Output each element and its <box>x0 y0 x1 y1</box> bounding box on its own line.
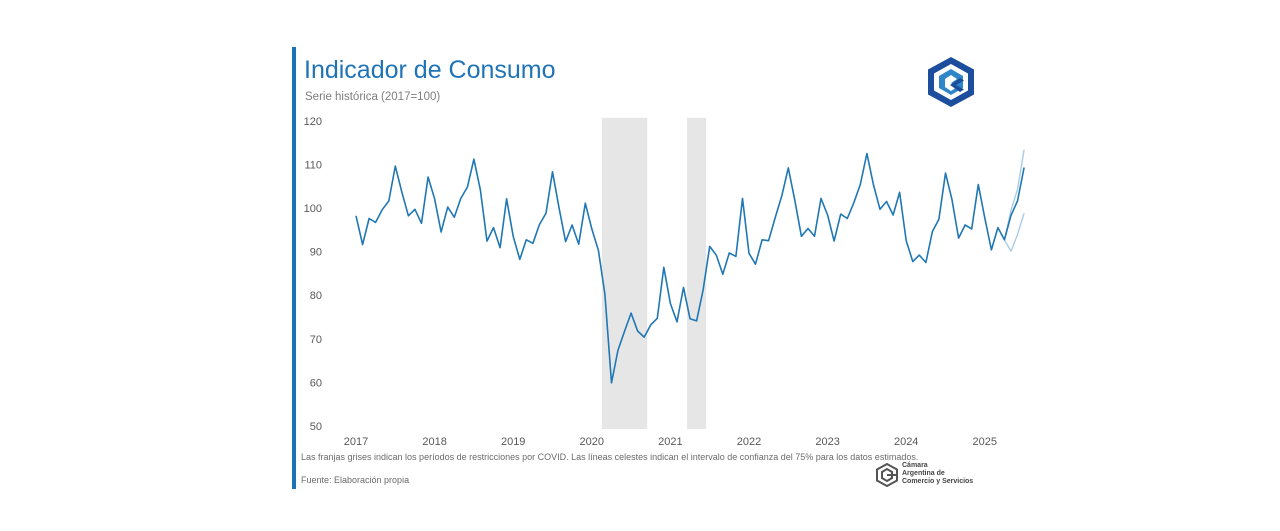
chart-title: Indicador de Consumo <box>304 56 556 84</box>
x-tick-label: 2025 <box>973 436 997 448</box>
x-tick-label: 2019 <box>501 436 525 448</box>
x-tick-label: 2018 <box>422 436 446 448</box>
y-axis: 50 60 70 80 90 100 110 120 <box>304 116 322 433</box>
x-tick-label: 2022 <box>737 436 761 448</box>
covid-period-1 <box>601 117 648 430</box>
y-tick-label: 110 <box>304 159 322 171</box>
x-tick-label: 2017 <box>344 436 368 448</box>
y-tick-label: 80 <box>310 290 322 302</box>
org-name: Cámara Argentina de Comercio y Servicios <box>902 462 973 486</box>
confidence-band-lower-line <box>1003 212 1025 252</box>
x-tick-label: 2021 <box>658 436 682 448</box>
title-accent-bar <box>292 47 296 489</box>
consumption-index-line <box>355 152 1025 384</box>
y-tick-label: 100 <box>304 203 322 215</box>
org-name-line-1: Cámara <box>902 462 928 469</box>
footnote: Las franjas grises indican los períodos … <box>301 452 919 462</box>
y-tick-label: 50 <box>310 421 322 433</box>
y-tick-label: 120 <box>304 116 322 128</box>
y-tick-label: 60 <box>310 377 322 389</box>
series-layer <box>355 149 1025 384</box>
covid-period-2 <box>687 117 707 430</box>
source-note: Fuente: Elaboración propia <box>301 475 410 485</box>
chart-subtitle: Serie histórica (2017=100) <box>305 91 441 103</box>
org-name-line-2: Argentina de <box>902 470 945 477</box>
covid-shading-layer <box>601 117 707 430</box>
y-tick-label: 70 <box>310 334 322 346</box>
x-axis: 2017 2018 2019 2020 2021 2022 2023 2024 2025 <box>344 436 997 448</box>
y-tick-label: 90 <box>310 247 322 259</box>
x-tick-label: 2023 <box>815 436 839 448</box>
cac-logo-icon <box>928 57 974 107</box>
cac-mark-icon <box>876 463 898 487</box>
x-tick-label: 2024 <box>894 436 918 448</box>
x-tick-label: 2020 <box>580 436 604 448</box>
org-name-line-3: Comercio y Servicios <box>902 478 974 485</box>
